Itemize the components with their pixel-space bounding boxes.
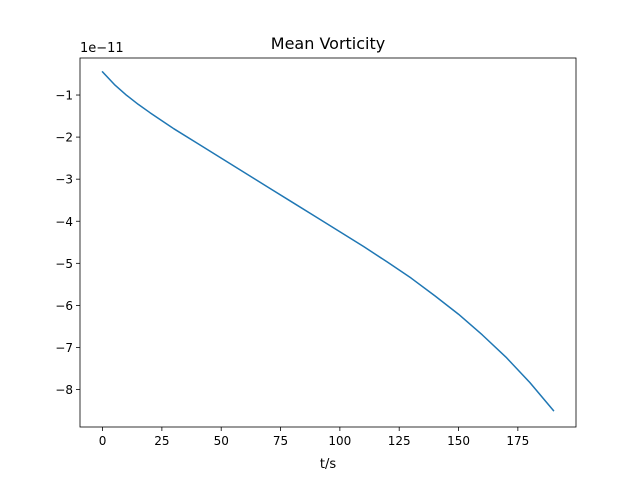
x-tick-label: 75 (273, 434, 288, 448)
y-axis-offset-label: 1e−11 (80, 41, 124, 56)
x-tick-label: 125 (388, 434, 411, 448)
x-tick-label: 175 (506, 434, 529, 448)
x-tick-label: 100 (328, 434, 351, 448)
axes-frame (79, 57, 577, 428)
y-tick-label: −3 (55, 173, 73, 187)
y-tick-label: −5 (55, 257, 73, 271)
y-tick-label: −1 (55, 89, 73, 103)
plot-area (101, 70, 555, 412)
x-tick-label: 0 (99, 434, 107, 448)
series-line-0 (101, 70, 555, 412)
x-tick-label: 50 (214, 434, 229, 448)
y-tick-label: −8 (55, 383, 73, 397)
y-tick-label: −7 (55, 341, 73, 355)
y-tick-label: −6 (55, 299, 73, 313)
chart-title: Mean Vorticity (271, 34, 385, 53)
axes: 0 25 50 75 100 125 150 175 −1 −2 −3 −4 −5 −6 −7 −8 (55, 57, 577, 448)
y-tick-label: −2 (55, 131, 73, 145)
x-axis-label: t/s (320, 457, 336, 472)
x-tick-label: 150 (447, 434, 470, 448)
x-tick-label: 25 (154, 434, 169, 448)
y-tick-label: −4 (55, 215, 73, 229)
